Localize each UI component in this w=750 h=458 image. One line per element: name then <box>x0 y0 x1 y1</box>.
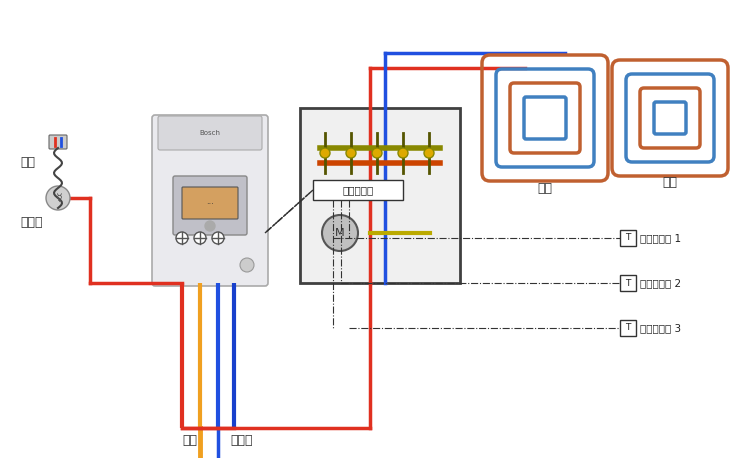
Text: 淋浴器: 淋浴器 <box>20 217 43 229</box>
Circle shape <box>320 148 330 158</box>
Circle shape <box>398 148 408 158</box>
Text: 室温控制器 2: 室温控制器 2 <box>640 278 681 288</box>
Text: 燃气: 燃气 <box>182 434 197 447</box>
Circle shape <box>424 148 434 158</box>
Text: ...: ... <box>206 196 214 206</box>
Circle shape <box>372 148 382 158</box>
Circle shape <box>212 232 224 244</box>
Bar <box>620 275 636 291</box>
Circle shape <box>205 221 215 231</box>
Circle shape <box>240 258 254 272</box>
Bar <box>300 108 460 283</box>
Text: M: M <box>335 228 345 238</box>
FancyBboxPatch shape <box>158 116 262 150</box>
Text: 室温控制器 1: 室温控制器 1 <box>640 233 681 243</box>
FancyBboxPatch shape <box>182 187 238 219</box>
Bar <box>620 320 636 336</box>
Circle shape <box>46 186 70 210</box>
Text: 热水: 热水 <box>20 157 35 169</box>
Text: Bosch: Bosch <box>200 130 220 136</box>
Text: 地暖: 地暖 <box>538 181 553 195</box>
Circle shape <box>194 232 206 244</box>
Circle shape <box>346 148 356 158</box>
Text: 自来水: 自来水 <box>230 434 253 447</box>
Bar <box>620 230 636 246</box>
Circle shape <box>176 232 188 244</box>
Text: 中央控制器: 中央控制器 <box>342 185 374 195</box>
Text: T: T <box>626 234 631 242</box>
Text: T: T <box>626 278 631 288</box>
Text: 室温控制器 3: 室温控制器 3 <box>640 323 681 333</box>
Text: 地暖: 地暖 <box>662 176 677 190</box>
Text: ☿: ☿ <box>55 193 62 203</box>
FancyBboxPatch shape <box>173 176 247 235</box>
FancyBboxPatch shape <box>49 135 67 149</box>
Bar <box>313 180 403 200</box>
Circle shape <box>322 215 358 251</box>
Text: T: T <box>626 323 631 333</box>
FancyBboxPatch shape <box>152 115 268 286</box>
